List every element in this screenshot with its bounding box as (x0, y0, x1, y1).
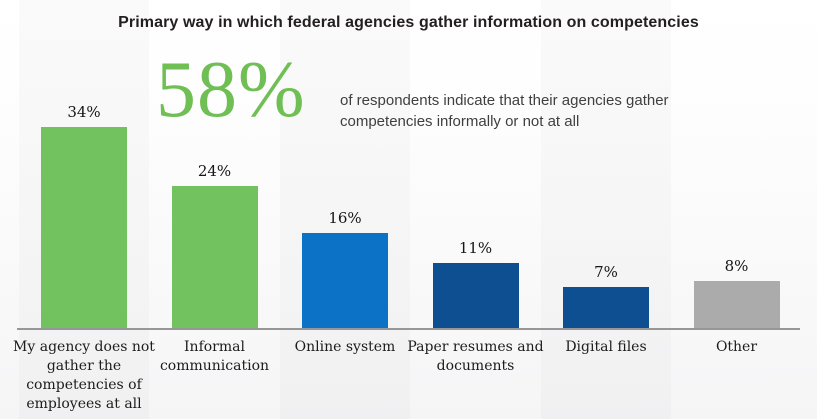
chart-title: Primary way in which federal agencies ga… (118, 14, 699, 31)
bar (563, 287, 649, 328)
bar-value-label: 8% (724, 257, 749, 275)
callout-description: of respondents indicate that their agenc… (340, 92, 669, 130)
bar-value-label: 24% (197, 162, 232, 180)
bar (171, 186, 258, 328)
bar-category-label: Informal communication (159, 339, 270, 374)
bar-value-label: 11% (458, 239, 493, 257)
bar-category-label: My agency does not gather the competenci… (13, 339, 155, 412)
callout-percentage: 58% (156, 46, 306, 134)
bar-value-label: 7% (594, 263, 618, 281)
bar-category-label: Digital files (565, 339, 647, 355)
bar-value-label: 34% (67, 103, 101, 121)
bar (302, 233, 388, 328)
bar (41, 127, 127, 328)
bar (432, 263, 519, 328)
bar-category-label: Paper resumes and documents (407, 339, 544, 374)
bar-category-label: Other (715, 339, 758, 355)
bar (693, 281, 780, 328)
bar-category-label: Online system (294, 339, 396, 355)
bar-value-label: 16% (328, 209, 362, 227)
x-axis-line (17, 328, 800, 330)
